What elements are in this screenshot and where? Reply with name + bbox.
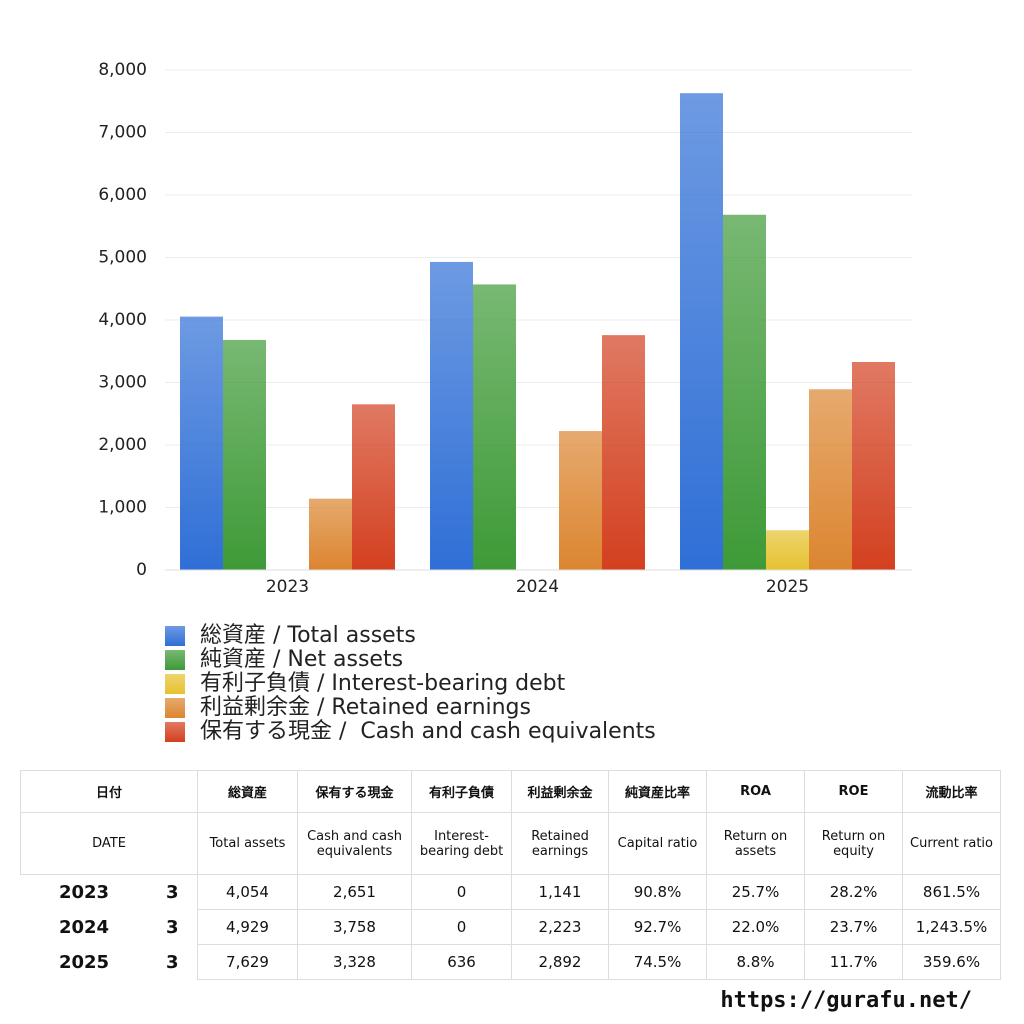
table-cell: 3 <box>165 881 179 903</box>
table-cell: 8.8% <box>706 944 806 980</box>
bar <box>473 284 516 570</box>
header-cell: Return on assets <box>706 812 806 875</box>
bar <box>180 316 223 570</box>
table-cell: 74.5% <box>608 944 708 980</box>
table-cell: 0 <box>411 874 513 910</box>
y-tick-label: 6,000 <box>98 185 147 205</box>
legend-label: 有利子負債 / Interest-bearing debt <box>200 671 566 696</box>
table-cell: 28.2% <box>804 874 904 910</box>
table-cell: 22.0% <box>706 909 806 945</box>
legend-swatch <box>165 722 185 742</box>
header-cell: Cash and cash equivalents <box>297 812 413 875</box>
bar <box>223 339 266 570</box>
legend-swatch <box>165 650 185 670</box>
header-cell: ROA <box>706 770 806 813</box>
header-cell: 総資産 <box>197 770 299 813</box>
x-tick-label: 2024 <box>516 577 559 597</box>
table-cell: 3 <box>165 951 179 973</box>
table-cell: 2,892 <box>511 944 610 980</box>
header-cell: DATE <box>19 812 199 875</box>
header-cell: 流動比率 <box>902 770 1002 813</box>
y-tick-label: 4,000 <box>98 310 147 330</box>
header-cell: 保有する現金 <box>297 770 413 813</box>
header-cell: 日付 <box>19 770 199 813</box>
table-cell: 3,758 <box>297 909 413 945</box>
table-cell: 3 <box>165 916 179 938</box>
legend-swatch <box>165 626 185 646</box>
site-url: https://gurafu.net/ <box>720 988 972 1013</box>
table-cell: 2,651 <box>297 874 413 910</box>
table-cell: 2023 <box>58 881 110 903</box>
header-cell: Retained earnings <box>511 812 610 875</box>
bar <box>309 498 352 570</box>
y-tick-label: 8,000 <box>98 60 147 80</box>
data-table: 日付 総資産 保有する現金 有利子負債 利益剰余金 純資産比率 ROA ROE 流動比率 DATE… <box>19 770 1002 980</box>
data-row: 2025 3 7,629 3,328 636 2,892 74.5% 8.8% 11.7% 359… <box>21 944 1002 980</box>
table-cell: 3,328 <box>297 944 413 980</box>
legend-swatch <box>165 674 185 694</box>
bar <box>559 431 602 570</box>
y-tick-label: 3,000 <box>98 373 147 393</box>
table-cell: 2024 <box>58 916 110 938</box>
header-row: 日付 総資産 保有する現金 有利子負債 利益剰余金 純資産比率 ROA ROE 流動比率 <box>19 770 1002 813</box>
table-cell: 92.7% <box>608 909 708 945</box>
legend-label: 純資産 / Net assets <box>200 647 403 672</box>
header-cell: Capital ratio <box>608 812 708 875</box>
table-cell: 0 <box>411 909 513 945</box>
data-row: 2024 3 4,929 3,758 0 2,223 92.7% 22.0% 23.7% 1,24… <box>21 909 1002 945</box>
table-cell: 1,243.5% <box>902 909 1002 945</box>
table-cell: 11.7% <box>804 944 904 980</box>
bar <box>602 335 645 570</box>
header-cell: 有利子負債 <box>411 770 513 813</box>
y-tick-label: 5,000 <box>98 248 147 268</box>
header-cell: ROE <box>804 770 904 813</box>
table-cell: 90.8% <box>608 874 708 910</box>
legend-label: 利益剰余金 / Retained earnings <box>200 695 531 720</box>
bar <box>430 261 473 570</box>
table-cell: 1,141 <box>511 874 610 910</box>
legend-swatch <box>165 698 185 718</box>
bar <box>680 93 723 570</box>
table-cell: 359.6% <box>902 944 1002 980</box>
table-cell: 2,223 <box>511 909 610 945</box>
bar <box>809 389 852 570</box>
y-tick-label: 1,000 <box>98 498 147 518</box>
header-cell: Interest-bearing debt <box>411 812 513 875</box>
header-cell: Current ratio <box>902 812 1002 875</box>
table-cell: 7,629 <box>197 944 299 980</box>
data-row: 2023 3 4,054 2,651 0 1,141 90.8% 25.7% 28.2% 861.… <box>21 874 1002 910</box>
bar <box>723 214 766 570</box>
table-cell: 2025 <box>58 951 110 973</box>
header-cell: 利益剰余金 <box>511 770 610 813</box>
header-cell: Total assets <box>197 812 299 875</box>
bar <box>352 404 395 570</box>
table-cell: 25.7% <box>706 874 806 910</box>
bar <box>852 362 895 570</box>
table-cell: 4,054 <box>197 874 299 910</box>
header-row: DATE Total assets Cash and cash equivalent… <box>19 812 1002 875</box>
table-cell: 23.7% <box>804 909 904 945</box>
legend-label: 総資産 / Total assets <box>200 623 416 648</box>
header-cell: 純資産比率 <box>608 770 708 813</box>
chart: 0 1,000 2,000 3,000 4,000 5,000 6,000 7,000 8,00… <box>98 60 912 744</box>
y-tick-label: 7,000 <box>98 123 147 143</box>
x-tick-label: 2025 <box>766 577 809 597</box>
y-tick-label: 2,000 <box>98 435 147 455</box>
table-cell: 4,929 <box>197 909 299 945</box>
header-cell: Return on equity <box>804 812 904 875</box>
x-tick-label: 2023 <box>266 577 309 597</box>
bar <box>766 530 809 570</box>
table-cell: 636 <box>411 944 513 980</box>
legend-label: 保有する現金 / Cash and cash equivalents <box>200 719 656 744</box>
table-cell: 861.5% <box>902 874 1002 910</box>
y-tick-label: 0 <box>136 560 147 580</box>
